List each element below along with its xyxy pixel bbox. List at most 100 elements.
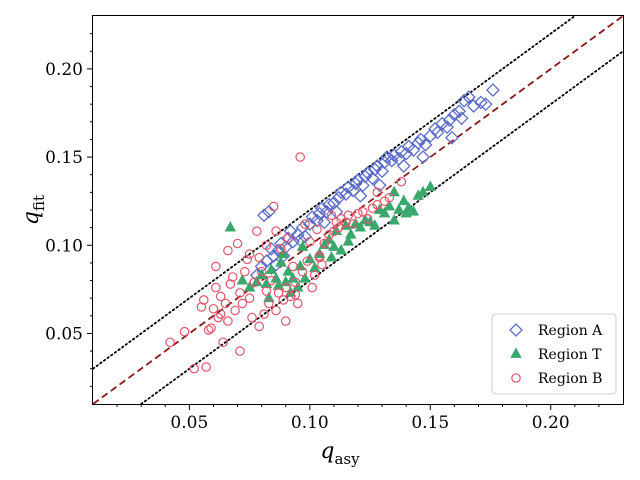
- data-point: [379, 196, 390, 206]
- data-point: [290, 289, 301, 300]
- data-point: [270, 272, 282, 283]
- data-point: [312, 206, 327, 221]
- data-point: [372, 187, 383, 198]
- data-point: [418, 137, 433, 152]
- data-point: [189, 363, 199, 374]
- data-point: [295, 152, 305, 162]
- data-point: [400, 206, 412, 218]
- legend-marker: [509, 323, 523, 337]
- x-tick-label: 0.10: [291, 413, 329, 433]
- data-point: [237, 298, 248, 309]
- legend-entry: Region A: [509, 323, 603, 339]
- data-point: [378, 206, 391, 218]
- data-point: [263, 291, 275, 303]
- legend-marker: [510, 347, 522, 358]
- legend: Region A Region T Region B: [491, 313, 617, 395]
- data-point: [342, 235, 355, 246]
- data-point: [333, 222, 344, 233]
- data-point: [268, 201, 279, 212]
- y-tick-label: 0.05: [45, 324, 83, 344]
- x-tick-label: 0.05: [170, 413, 208, 433]
- data-point: [225, 279, 236, 289]
- data-point: [288, 261, 298, 272]
- data-point: [345, 228, 357, 239]
- data-point: [290, 277, 301, 288]
- data-point: [254, 252, 265, 263]
- data-point: [264, 241, 279, 256]
- data-point: [314, 251, 325, 261]
- data-point: [256, 266, 267, 277]
- data-point: [273, 288, 284, 298]
- data-point: [223, 245, 233, 256]
- data-point: [308, 261, 321, 273]
- data-point: [384, 153, 399, 168]
- data-point: [355, 178, 370, 193]
- series-region-a: [249, 83, 500, 283]
- data-point: [261, 204, 276, 219]
- data-point: [331, 190, 346, 205]
- data-point: [393, 203, 405, 214]
- data-point: [473, 95, 488, 110]
- data-points: [165, 83, 500, 374]
- data-point: [372, 178, 387, 193]
- data-point: [296, 240, 309, 251]
- data-point: [396, 176, 407, 187]
- data-point: [319, 238, 330, 249]
- data-point: [299, 272, 311, 283]
- x-axis-label-main: q: [320, 439, 334, 464]
- data-point: [211, 282, 221, 293]
- series-region-t: [224, 180, 436, 303]
- data-point: [324, 229, 334, 240]
- data-point: [335, 243, 347, 255]
- data-point: [326, 210, 337, 221]
- legend-label: Region B: [538, 371, 602, 387]
- data-point: [249, 277, 260, 288]
- data-point: [341, 217, 351, 228]
- data-point: [328, 240, 340, 251]
- data-point: [292, 298, 303, 309]
- legend-label: Region A: [538, 323, 603, 339]
- data-point: [271, 305, 281, 316]
- data-point: [223, 316, 233, 326]
- data-point: [325, 250, 338, 262]
- data-point: [447, 107, 462, 122]
- legend-entry: Region B: [511, 371, 602, 387]
- data-point: [331, 217, 342, 228]
- legend-entry: Region T: [510, 347, 602, 363]
- data-point: [377, 155, 392, 170]
- data-point: [244, 249, 255, 259]
- data-point: [196, 302, 207, 312]
- data-point: [247, 312, 257, 323]
- data-point: [305, 236, 315, 247]
- data-point: [317, 259, 327, 270]
- data-point: [201, 362, 212, 372]
- data-point: [454, 111, 469, 126]
- data-point: [485, 83, 500, 97]
- data-point: [398, 194, 410, 206]
- data-point: [165, 337, 175, 348]
- data-point: [362, 214, 373, 224]
- data-point: [353, 208, 363, 219]
- data-point: [264, 298, 274, 309]
- data-point: [215, 309, 226, 319]
- data-point: [461, 90, 476, 105]
- data-point: [257, 208, 271, 223]
- data-point: [283, 233, 293, 244]
- data-point: [260, 277, 273, 288]
- data-point: [261, 286, 272, 296]
- data-point: [445, 130, 459, 145]
- data-point: [239, 266, 250, 277]
- data-point: [275, 256, 287, 267]
- data-point: [266, 275, 277, 286]
- legend-marker: [511, 373, 521, 383]
- data-point: [329, 226, 339, 236]
- x-tick-label: 0.20: [532, 413, 570, 433]
- data-point: [211, 261, 221, 272]
- data-point: [411, 136, 426, 150]
- data-point: [307, 282, 318, 293]
- data-point: [424, 180, 436, 191]
- data-point: [388, 185, 400, 197]
- data-point: [300, 219, 310, 229]
- data-point: [271, 226, 281, 236]
